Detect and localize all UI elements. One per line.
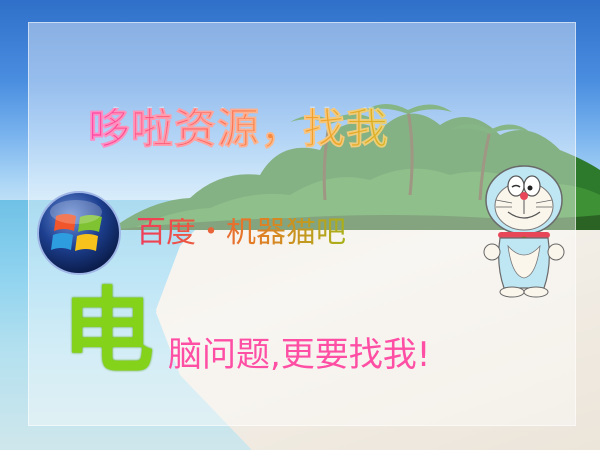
tieba-name-text: 百度・机器猫吧 [136,215,346,250]
windows-logo-icon [37,191,121,275]
big-char-text: 电 [62,278,155,385]
tagline-text: 脑问题,更要找我! [168,335,431,375]
headline-text: 哆啦资源，找我 [88,104,390,153]
palm-trees-icon [110,104,600,230]
doraemon-icon [483,165,565,298]
